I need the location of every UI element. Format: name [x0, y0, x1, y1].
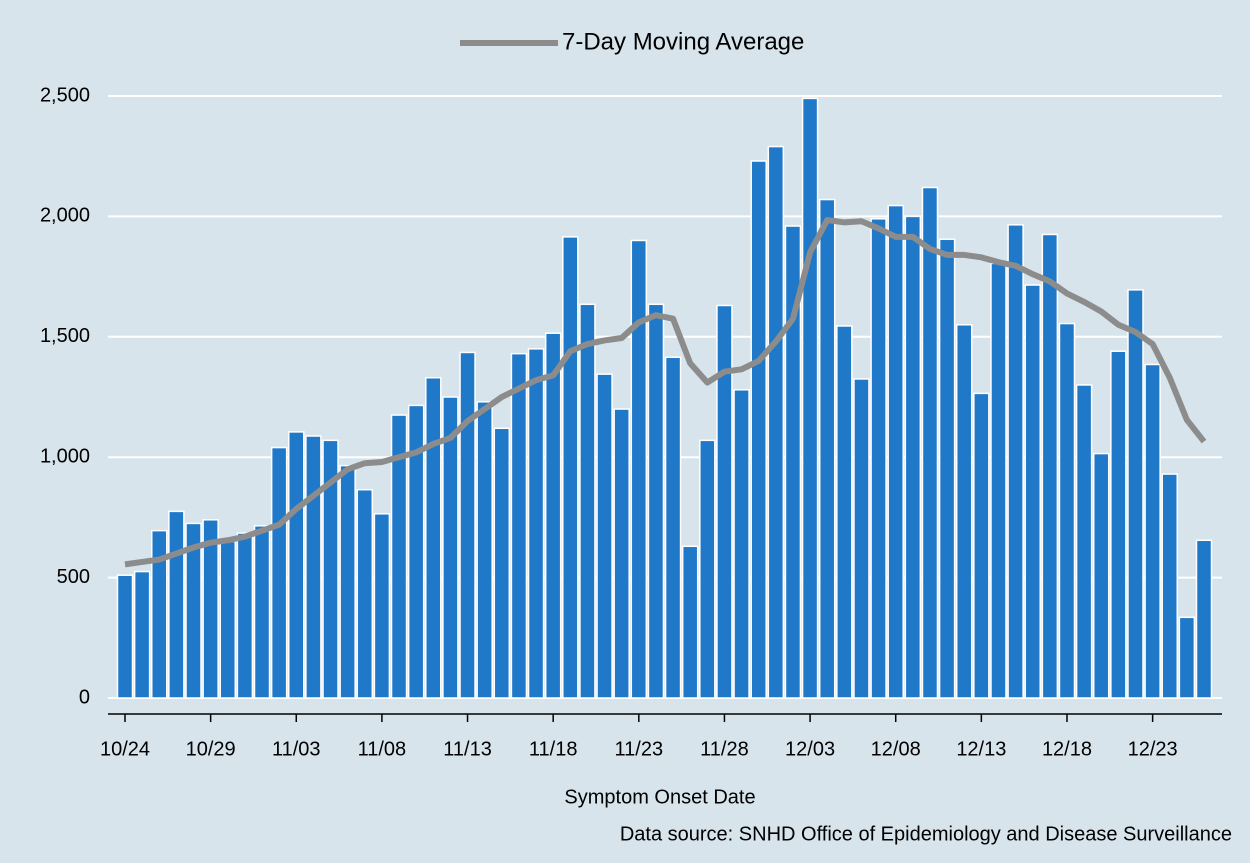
x-tick-label: 10/29	[186, 738, 236, 760]
bar	[647, 303, 665, 699]
y-tick-label: 2,500	[40, 84, 90, 106]
x-tick-label: 11/23	[615, 738, 664, 760]
x-tick-label: 11/28	[700, 738, 749, 760]
bar	[356, 488, 374, 699]
bar	[373, 513, 391, 699]
x-tick-label: 11/03	[272, 738, 321, 760]
bar	[270, 446, 288, 699]
bar	[579, 303, 596, 699]
bar	[630, 239, 648, 699]
bar	[562, 236, 579, 699]
bar	[699, 439, 716, 699]
bar	[527, 348, 545, 699]
bar	[219, 540, 237, 699]
bar	[236, 532, 254, 699]
bar	[133, 570, 151, 699]
x-tick-label: 12/08	[871, 738, 921, 760]
bars	[116, 97, 1213, 699]
x-tick-label: 11/08	[358, 738, 407, 760]
x-tick-label: 12/23	[1128, 738, 1178, 760]
bar	[716, 304, 733, 699]
bar	[1075, 384, 1093, 699]
axes: 0 500 1,000 1,500 2,000 2,500 10/24 10/29 11/03 1…	[40, 28, 1222, 760]
x-tick-label: 12/03	[785, 738, 835, 760]
bar	[853, 378, 870, 699]
lines	[124, 217, 1207, 568]
bar	[681, 545, 699, 699]
bar	[750, 160, 767, 699]
bar	[784, 225, 802, 699]
bar	[407, 404, 425, 699]
bar	[973, 392, 990, 699]
bar	[476, 401, 493, 699]
bar	[1195, 539, 1213, 699]
bar	[322, 439, 339, 699]
bar	[116, 574, 134, 699]
bar	[544, 332, 562, 699]
bar	[1007, 224, 1024, 699]
bar	[1161, 473, 1178, 699]
bar	[442, 396, 459, 699]
bar	[938, 238, 956, 699]
bar	[1041, 233, 1059, 699]
y-tick-label: 500	[57, 566, 90, 588]
x-tick-label: 12/18	[1042, 738, 1092, 760]
bar	[767, 145, 785, 699]
bar	[425, 376, 442, 699]
bar	[288, 431, 305, 699]
x-tick-label: 12/13	[956, 738, 1006, 760]
bar	[596, 373, 613, 699]
bar	[253, 525, 271, 699]
y-tick-label: 1,500	[40, 325, 90, 347]
bar	[1092, 452, 1110, 699]
bar	[1144, 363, 1161, 699]
bar	[493, 427, 511, 699]
bar	[990, 262, 1007, 699]
bar	[904, 215, 922, 699]
bar	[459, 351, 476, 699]
bar	[305, 435, 322, 699]
source-note: Data source: SNHD Office of Epidemiology…	[620, 823, 1232, 845]
bar	[801, 97, 819, 699]
bar	[1178, 616, 1196, 699]
bar	[1058, 322, 1076, 699]
x-axis-title: Symptom Onset Date	[564, 786, 755, 808]
x-tick-label: 11/13	[443, 738, 492, 760]
moving-average-line	[124, 217, 1207, 568]
bar	[151, 529, 168, 699]
bar	[339, 464, 356, 699]
x-tick-label: 10/24	[100, 738, 150, 760]
y-tick-label: 0	[79, 686, 90, 708]
bar	[1127, 289, 1144, 699]
bar	[921, 186, 939, 699]
legend-label: 7-Day Moving Average	[562, 28, 804, 55]
bar	[613, 408, 630, 699]
bar	[390, 414, 408, 699]
bar	[664, 356, 682, 699]
bar	[887, 204, 904, 699]
bar	[202, 519, 219, 699]
x-tick-label: 11/18	[529, 738, 578, 760]
bar	[733, 389, 750, 699]
bar	[510, 352, 528, 699]
bar	[870, 218, 887, 699]
bar	[1024, 284, 1041, 699]
bar	[1110, 350, 1127, 699]
y-tick-label: 1,000	[40, 445, 90, 467]
bar	[818, 198, 836, 699]
bar	[185, 522, 202, 699]
bar	[836, 325, 853, 699]
y-tick-label: 2,000	[40, 205, 90, 227]
bar	[955, 324, 973, 699]
bar	[168, 510, 185, 699]
